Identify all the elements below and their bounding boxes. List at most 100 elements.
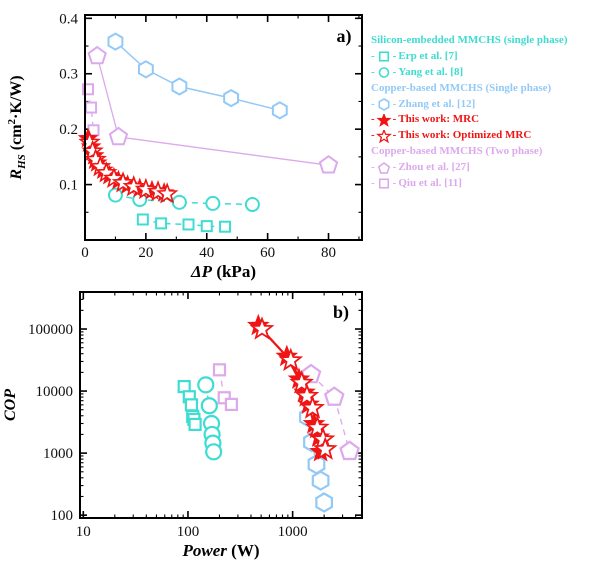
legend-item-qiu-et-al-11: - - Qiu et al. [11] xyxy=(371,176,599,192)
legend-item-label: This work: MRC xyxy=(398,113,480,126)
star-open-marker xyxy=(78,130,101,153)
legend-dash: - xyxy=(371,113,375,126)
square-marker xyxy=(378,51,389,62)
yang-line xyxy=(115,194,253,206)
circle-marker xyxy=(171,194,187,210)
x-tick-label: 10 xyxy=(76,524,91,540)
hexagon-marker xyxy=(171,77,188,96)
legend-dash: - xyxy=(371,65,375,78)
legend-item-label: Erp et al. [7] xyxy=(398,49,458,62)
square-icon xyxy=(378,51,389,62)
hexagon-marker xyxy=(315,492,334,513)
hexagon-marker xyxy=(137,60,154,79)
star-open-marker xyxy=(122,175,145,197)
legend-item-label: Qiu et al. [11] xyxy=(398,177,462,190)
legend-dash: - xyxy=(392,49,397,62)
star-open-marker xyxy=(278,347,304,372)
star-marker xyxy=(376,113,392,127)
legend-dash: - xyxy=(392,113,397,126)
pentagon-marker xyxy=(108,126,129,146)
star-open-marker xyxy=(294,383,320,407)
square-marker xyxy=(85,101,98,114)
legend-group-header-0: Silicon-embedded MMCHS (single phase) xyxy=(371,34,568,46)
square-marker xyxy=(188,417,202,432)
legend-item-this-work-optimized-mrc: - - This work: Optimized MRC xyxy=(371,128,599,144)
square-marker xyxy=(224,397,238,411)
legend-item-erp-et-al-7: - - Erp et al. [7] xyxy=(371,49,599,65)
legend-dash: - xyxy=(392,177,397,190)
star-open-marker xyxy=(102,166,126,189)
legend-dash: - xyxy=(392,161,397,174)
legend-item-label: Zhang et al. [12] xyxy=(398,97,476,110)
series-zhang xyxy=(107,32,288,120)
y-axis-label: RHS (cm2·K/W) xyxy=(6,75,28,180)
hexagon-icon xyxy=(378,98,390,111)
square-marker xyxy=(184,398,199,412)
square-marker xyxy=(217,391,231,405)
y-tick-label: 0.4 xyxy=(59,11,78,27)
legend-item-yang-et-al-8: - - Yang et al. [8] xyxy=(371,65,599,81)
zhou-line xyxy=(310,374,351,452)
legend-item-zhou-et-al-27: - - Zhou et al. [27] xyxy=(371,160,599,176)
star-open-marker xyxy=(155,182,179,204)
series-mrc-opt xyxy=(249,316,338,460)
zhou-line xyxy=(96,55,329,166)
pentagon-icon xyxy=(377,161,390,174)
panel-label-a: a) xyxy=(337,26,352,47)
legend: Silicon-embedded MMCHS (single phase) - - E… xyxy=(371,33,599,192)
y-tick-label: 1000 xyxy=(43,446,73,462)
pentagon-marker xyxy=(377,161,390,174)
star-open-marker xyxy=(111,171,135,193)
series-erp xyxy=(177,380,202,432)
legend-dash: - xyxy=(371,97,375,110)
square-marker xyxy=(378,178,389,190)
legend-item-zhang-et-al-12: - - Zhang et al. [12] xyxy=(371,97,599,113)
x-tick-label: 1000 xyxy=(278,524,308,540)
x-tick-label: 0 xyxy=(81,245,89,261)
axes-box xyxy=(84,14,363,241)
y-tick-label: 0.2 xyxy=(59,122,78,138)
star-open-marker xyxy=(289,369,315,394)
square-marker xyxy=(155,217,168,230)
star-icon xyxy=(376,113,392,127)
y-tick-label: 0.1 xyxy=(59,178,78,194)
legend-group-header-2: Copper-based MMCHS (Two phase) xyxy=(371,145,543,158)
square-icon xyxy=(378,178,389,190)
legend-item-label: Zhou et al. [27] xyxy=(398,161,470,174)
hexagon-marker xyxy=(378,98,390,111)
x-tick-label: 80 xyxy=(321,245,336,261)
series-qiu xyxy=(212,363,238,411)
circle-marker xyxy=(200,397,218,415)
series-mrc-opt xyxy=(78,130,179,204)
pentagon-marker xyxy=(323,386,345,406)
panel-label-b: b) xyxy=(333,302,349,323)
qiu-line xyxy=(87,89,95,131)
legend-dash: - xyxy=(371,161,375,174)
square-marker xyxy=(136,213,149,226)
square-marker xyxy=(182,218,195,231)
legend-dash: - xyxy=(392,65,397,78)
pentagon-marker xyxy=(318,154,339,174)
legend-dash: - xyxy=(392,129,397,142)
ticks xyxy=(80,292,362,518)
pentagon-marker xyxy=(87,45,107,65)
x-tick-label: 40 xyxy=(199,245,214,261)
square-marker xyxy=(200,220,213,233)
circle-marker xyxy=(244,197,260,213)
x-tick-label: 100 xyxy=(177,524,200,540)
y-axis-label: COP xyxy=(2,389,19,421)
y-tick-label: 0.3 xyxy=(59,67,78,83)
star-open-marker xyxy=(300,395,325,419)
legend-item-label: This work: Optimized MRC xyxy=(398,129,532,142)
x-tick-label: 20 xyxy=(138,245,153,261)
hexagon-marker xyxy=(223,88,240,108)
series-zhou xyxy=(87,45,339,174)
series-yang xyxy=(197,376,223,461)
zhang-line xyxy=(114,41,280,112)
star-open-marker xyxy=(312,436,338,460)
panel-a-plot: 0 20 40 60 80 0.1 0.2 0.3 0.4 a) ΔP (kPa) RHS (cm2·… xyxy=(6,11,363,281)
axes-box xyxy=(79,291,363,519)
